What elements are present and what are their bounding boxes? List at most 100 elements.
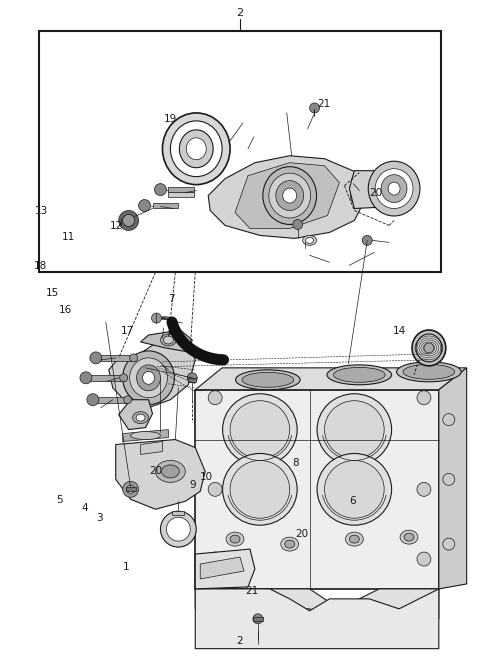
Text: 12: 12 bbox=[110, 220, 123, 230]
Ellipse shape bbox=[404, 533, 414, 541]
Circle shape bbox=[167, 517, 190, 541]
Ellipse shape bbox=[123, 351, 174, 404]
Polygon shape bbox=[116, 440, 205, 509]
Ellipse shape bbox=[236, 370, 300, 390]
Text: 9: 9 bbox=[190, 480, 196, 491]
Text: 21: 21 bbox=[245, 587, 258, 596]
Ellipse shape bbox=[223, 453, 297, 525]
Ellipse shape bbox=[230, 461, 290, 518]
Polygon shape bbox=[161, 317, 168, 319]
Circle shape bbox=[443, 414, 455, 426]
Ellipse shape bbox=[346, 532, 363, 546]
Text: 13: 13 bbox=[35, 206, 48, 216]
Ellipse shape bbox=[368, 162, 420, 216]
Circle shape bbox=[130, 354, 138, 362]
Circle shape bbox=[120, 374, 128, 382]
Ellipse shape bbox=[162, 113, 230, 185]
Text: 7: 7 bbox=[168, 295, 175, 305]
Ellipse shape bbox=[324, 401, 384, 459]
Ellipse shape bbox=[281, 537, 299, 551]
Circle shape bbox=[417, 483, 431, 496]
Text: 20: 20 bbox=[295, 529, 308, 539]
Polygon shape bbox=[253, 617, 263, 621]
Polygon shape bbox=[96, 355, 133, 361]
Ellipse shape bbox=[354, 190, 364, 201]
Ellipse shape bbox=[161, 465, 180, 478]
Polygon shape bbox=[126, 487, 136, 491]
Text: 4: 4 bbox=[82, 502, 88, 512]
Ellipse shape bbox=[136, 414, 145, 421]
Ellipse shape bbox=[230, 535, 240, 543]
Ellipse shape bbox=[223, 394, 297, 465]
Ellipse shape bbox=[164, 336, 173, 344]
Polygon shape bbox=[159, 317, 167, 319]
Text: 11: 11 bbox=[62, 232, 75, 242]
Circle shape bbox=[187, 373, 197, 383]
Polygon shape bbox=[119, 400, 153, 430]
Ellipse shape bbox=[327, 365, 392, 385]
Ellipse shape bbox=[324, 461, 384, 518]
Circle shape bbox=[208, 552, 222, 566]
Circle shape bbox=[123, 481, 139, 497]
Circle shape bbox=[253, 614, 263, 624]
Text: 2: 2 bbox=[237, 636, 243, 646]
Circle shape bbox=[152, 313, 161, 323]
Text: 20: 20 bbox=[149, 466, 162, 476]
Circle shape bbox=[362, 236, 372, 246]
Text: 8: 8 bbox=[292, 458, 299, 468]
Ellipse shape bbox=[156, 461, 185, 483]
Polygon shape bbox=[141, 330, 192, 352]
Polygon shape bbox=[235, 163, 339, 228]
Ellipse shape bbox=[283, 188, 297, 203]
Circle shape bbox=[443, 473, 455, 485]
Polygon shape bbox=[86, 375, 124, 381]
Circle shape bbox=[155, 183, 167, 195]
Ellipse shape bbox=[226, 532, 244, 546]
Ellipse shape bbox=[132, 412, 148, 424]
Ellipse shape bbox=[424, 343, 434, 353]
Text: 14: 14 bbox=[393, 326, 406, 336]
Polygon shape bbox=[153, 203, 179, 207]
Circle shape bbox=[417, 391, 431, 404]
Circle shape bbox=[123, 214, 134, 226]
Text: 15: 15 bbox=[46, 288, 59, 298]
Ellipse shape bbox=[160, 334, 176, 346]
Ellipse shape bbox=[180, 130, 213, 167]
Circle shape bbox=[90, 352, 102, 364]
Text: 16: 16 bbox=[59, 305, 72, 315]
Ellipse shape bbox=[317, 394, 392, 465]
Polygon shape bbox=[123, 430, 168, 442]
Polygon shape bbox=[109, 340, 195, 408]
Ellipse shape bbox=[375, 169, 413, 209]
Text: 17: 17 bbox=[120, 326, 134, 336]
Ellipse shape bbox=[388, 182, 400, 195]
Circle shape bbox=[119, 211, 139, 230]
Circle shape bbox=[293, 220, 302, 230]
Polygon shape bbox=[200, 557, 244, 579]
Ellipse shape bbox=[269, 173, 311, 218]
Polygon shape bbox=[195, 390, 439, 589]
Polygon shape bbox=[168, 191, 194, 197]
Text: 20: 20 bbox=[369, 187, 383, 197]
Ellipse shape bbox=[396, 362, 461, 382]
Polygon shape bbox=[141, 442, 162, 455]
Polygon shape bbox=[195, 368, 467, 390]
Polygon shape bbox=[195, 549, 255, 589]
Ellipse shape bbox=[317, 453, 392, 525]
Ellipse shape bbox=[412, 330, 446, 366]
Bar bbox=[39, 31, 441, 272]
Ellipse shape bbox=[285, 540, 295, 548]
Polygon shape bbox=[168, 187, 194, 191]
Text: 18: 18 bbox=[34, 261, 47, 271]
Text: 21: 21 bbox=[318, 99, 331, 109]
Text: 19: 19 bbox=[164, 114, 177, 124]
Circle shape bbox=[443, 538, 455, 550]
Circle shape bbox=[208, 483, 222, 496]
Ellipse shape bbox=[334, 367, 385, 382]
Ellipse shape bbox=[350, 185, 368, 205]
Circle shape bbox=[87, 394, 99, 406]
Ellipse shape bbox=[230, 401, 290, 459]
Circle shape bbox=[208, 391, 222, 404]
Text: 1: 1 bbox=[123, 562, 130, 572]
Text: 2: 2 bbox=[237, 9, 243, 19]
